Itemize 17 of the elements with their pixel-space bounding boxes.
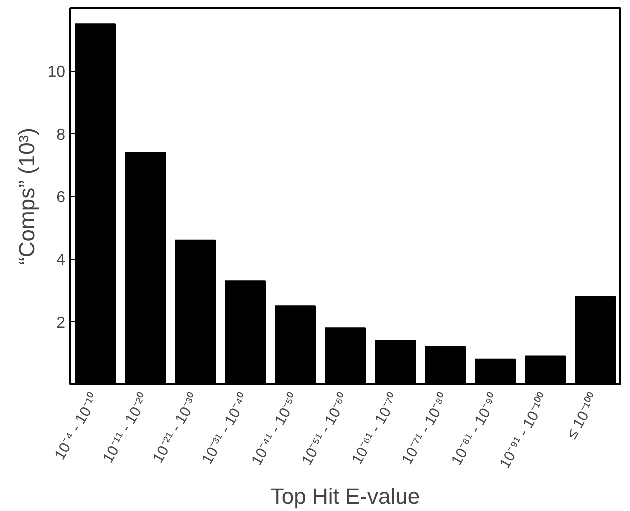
bar (475, 358, 516, 384)
bar (425, 346, 466, 384)
y-axis-title: “Comps” (10³) (14, 128, 40, 265)
bar (125, 152, 166, 384)
bar (175, 240, 216, 384)
bar (325, 328, 366, 384)
x-axis-title: Top Hit E-value (270, 484, 420, 509)
y-tick-label: 10 (48, 64, 66, 82)
bar (275, 306, 316, 384)
bar (375, 340, 416, 384)
bar (525, 356, 566, 384)
bar (575, 296, 616, 384)
y-tick-label: 2 (56, 314, 66, 332)
y-tick-label: 8 (56, 126, 66, 144)
bar (225, 280, 266, 384)
y-tick-label: 6 (56, 190, 66, 206)
y-tick-label: 4 (56, 252, 66, 270)
